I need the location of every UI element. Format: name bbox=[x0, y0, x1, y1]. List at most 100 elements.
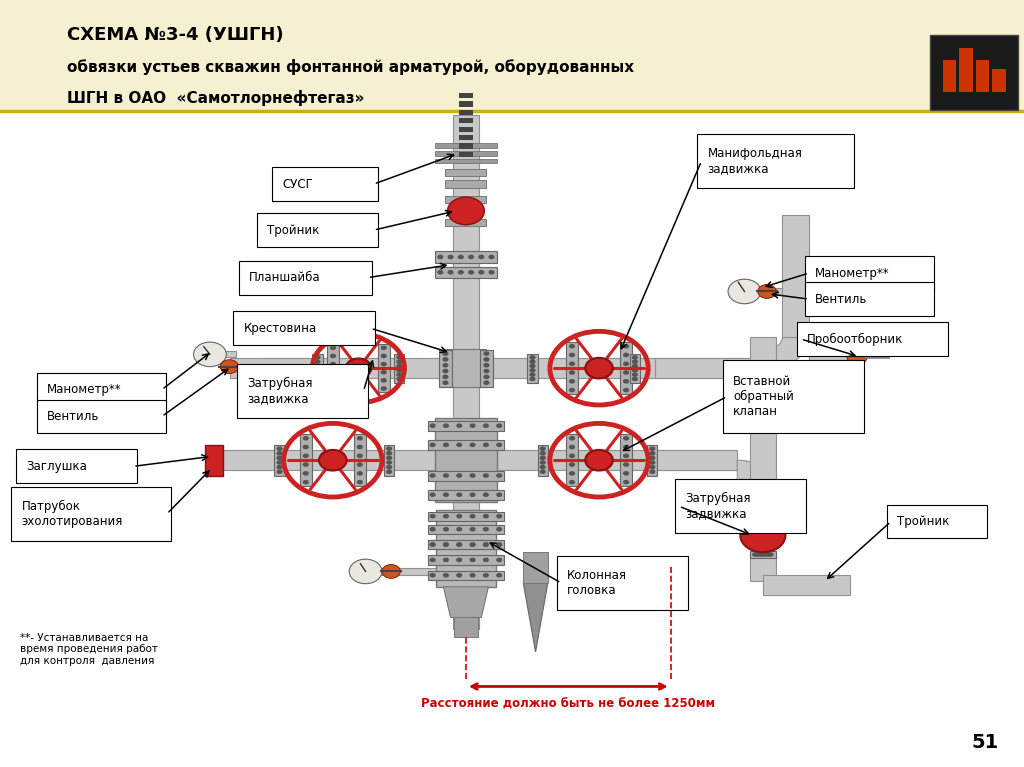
Circle shape bbox=[430, 492, 436, 497]
Circle shape bbox=[430, 542, 436, 547]
Bar bbox=[435, 143, 497, 148]
Circle shape bbox=[430, 443, 436, 447]
Circle shape bbox=[457, 558, 463, 562]
Circle shape bbox=[469, 542, 475, 547]
Bar bbox=[312, 354, 323, 383]
Circle shape bbox=[447, 197, 484, 225]
Bar bbox=[215, 351, 236, 357]
Circle shape bbox=[330, 370, 336, 374]
Bar bbox=[230, 450, 476, 470]
Circle shape bbox=[569, 353, 575, 357]
Circle shape bbox=[276, 465, 283, 469]
Circle shape bbox=[632, 377, 638, 381]
Circle shape bbox=[586, 450, 612, 470]
Text: Колонная
головка: Колонная головка bbox=[567, 569, 628, 597]
Circle shape bbox=[649, 465, 655, 469]
Bar bbox=[428, 540, 505, 549]
Polygon shape bbox=[737, 460, 776, 489]
FancyBboxPatch shape bbox=[805, 282, 934, 316]
Circle shape bbox=[330, 362, 336, 367]
Circle shape bbox=[740, 518, 785, 552]
Text: Расстояние должно быть не более 1250мм: Расстояние должно быть не более 1250мм bbox=[421, 698, 716, 711]
Circle shape bbox=[488, 270, 495, 275]
Circle shape bbox=[457, 542, 463, 547]
Circle shape bbox=[396, 360, 402, 364]
Circle shape bbox=[623, 370, 629, 375]
Circle shape bbox=[396, 372, 402, 377]
Circle shape bbox=[569, 453, 575, 458]
Circle shape bbox=[623, 436, 629, 440]
Bar bbox=[428, 420, 505, 431]
Circle shape bbox=[569, 388, 575, 393]
Circle shape bbox=[468, 270, 474, 275]
Circle shape bbox=[194, 342, 226, 367]
Circle shape bbox=[314, 360, 321, 364]
Text: ШГН в ОАО  «Самотлорнефтегаз»: ШГН в ОАО «Самотлорнефтегаз» bbox=[67, 91, 364, 106]
Bar bbox=[435, 159, 497, 163]
Circle shape bbox=[469, 573, 475, 578]
Circle shape bbox=[356, 471, 362, 476]
Circle shape bbox=[649, 446, 655, 451]
Circle shape bbox=[330, 386, 336, 390]
Circle shape bbox=[443, 558, 450, 562]
Bar bbox=[750, 555, 776, 581]
Circle shape bbox=[483, 351, 489, 356]
Circle shape bbox=[469, 443, 475, 447]
Circle shape bbox=[381, 370, 387, 374]
Circle shape bbox=[623, 471, 629, 476]
Circle shape bbox=[632, 368, 638, 373]
Circle shape bbox=[469, 542, 475, 547]
Text: Тройник: Тройник bbox=[897, 515, 949, 528]
Circle shape bbox=[356, 445, 362, 449]
Circle shape bbox=[469, 492, 475, 497]
Circle shape bbox=[752, 552, 758, 557]
Circle shape bbox=[443, 573, 450, 578]
Bar bbox=[959, 48, 973, 92]
FancyBboxPatch shape bbox=[37, 400, 166, 433]
Circle shape bbox=[442, 380, 449, 385]
FancyBboxPatch shape bbox=[723, 360, 864, 433]
Circle shape bbox=[276, 469, 283, 474]
Circle shape bbox=[430, 542, 436, 547]
Circle shape bbox=[529, 377, 536, 381]
Circle shape bbox=[755, 514, 762, 518]
Bar bbox=[428, 512, 505, 521]
Text: Вставной
обратный
клапан: Вставной обратный клапан bbox=[733, 375, 794, 418]
Circle shape bbox=[386, 460, 392, 465]
Circle shape bbox=[276, 460, 283, 465]
Bar bbox=[394, 354, 404, 383]
Circle shape bbox=[540, 465, 546, 469]
Circle shape bbox=[569, 480, 575, 485]
Circle shape bbox=[303, 471, 309, 476]
Circle shape bbox=[761, 552, 768, 557]
Circle shape bbox=[430, 558, 436, 562]
Circle shape bbox=[847, 349, 867, 364]
Text: Манометр**: Манометр** bbox=[47, 384, 122, 396]
Bar bbox=[327, 344, 339, 393]
Bar bbox=[459, 118, 473, 123]
Circle shape bbox=[529, 368, 536, 373]
Circle shape bbox=[569, 436, 575, 440]
Text: СУСГ: СУСГ bbox=[283, 178, 313, 190]
Circle shape bbox=[442, 369, 449, 374]
Circle shape bbox=[540, 451, 546, 456]
Circle shape bbox=[496, 527, 502, 532]
Bar bbox=[300, 434, 312, 486]
Circle shape bbox=[483, 558, 489, 562]
Circle shape bbox=[443, 492, 450, 497]
Circle shape bbox=[458, 255, 464, 259]
Circle shape bbox=[768, 514, 774, 518]
Circle shape bbox=[430, 473, 436, 478]
Circle shape bbox=[303, 436, 309, 440]
Circle shape bbox=[443, 423, 450, 428]
Circle shape bbox=[443, 542, 450, 547]
Circle shape bbox=[529, 355, 536, 360]
Circle shape bbox=[303, 463, 309, 467]
Circle shape bbox=[381, 345, 387, 350]
Bar bbox=[459, 110, 473, 115]
Bar bbox=[750, 337, 776, 489]
Bar bbox=[630, 354, 640, 383]
Circle shape bbox=[540, 446, 546, 451]
Circle shape bbox=[457, 542, 463, 547]
Circle shape bbox=[623, 480, 629, 485]
